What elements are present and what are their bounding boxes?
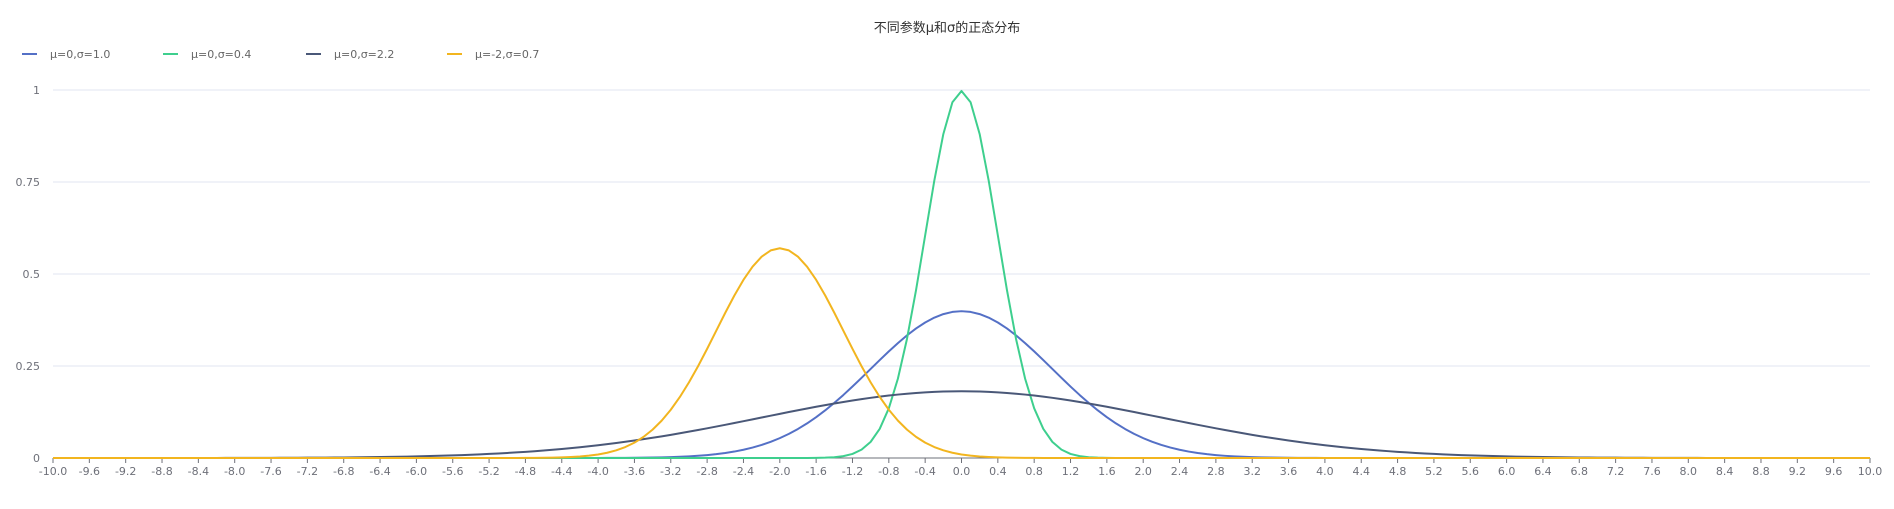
y-tick-label: 0.25 (16, 360, 41, 373)
x-tick-label: 8.8 (1752, 465, 1770, 478)
x-tick-label: -2.8 (696, 465, 717, 478)
x-tick-label: -2.0 (769, 465, 790, 478)
legend-item-1[interactable]: μ=0,σ=0.4 (163, 48, 251, 61)
x-tick-label: 6.0 (1498, 465, 1516, 478)
x-tick-label: 0.4 (989, 465, 1007, 478)
x-tick-label: 5.6 (1462, 465, 1480, 478)
legend-item-0[interactable]: μ=0,σ=1.0 (22, 48, 110, 61)
y-tick-label: 0.75 (16, 176, 41, 189)
chart-title: 不同参数μ和σ的正态分布 (874, 20, 1021, 36)
series-line-2 (53, 390, 1870, 459)
x-tick-label: 1.6 (1098, 465, 1116, 478)
x-tick-label: -3.6 (624, 465, 645, 478)
x-tick-label: -9.6 (79, 465, 100, 478)
series-line-0 (53, 310, 1870, 459)
x-tick-label: -0.8 (878, 465, 899, 478)
x-tick-label: 4.8 (1389, 465, 1407, 478)
x-tick-label: -6.4 (369, 465, 390, 478)
x-tick-label: 7.6 (1643, 465, 1661, 478)
x-tick-label: 6.8 (1571, 465, 1589, 478)
x-tick-label: -4.0 (587, 465, 608, 478)
x-tick-label: 1.2 (1062, 465, 1080, 478)
x-tick-label: -1.2 (842, 465, 863, 478)
y-axis-ticks: 0 0.25 0.5 0.75 1 (16, 84, 41, 465)
x-tick-label: 4.4 (1352, 465, 1370, 478)
x-tick-label: -6.8 (333, 465, 354, 478)
x-tick-label: 0.8 (1025, 465, 1043, 478)
x-tick-label: 0.0 (953, 465, 971, 478)
x-tick-label: -10.0 (39, 465, 67, 478)
x-tick-label: -4.4 (551, 465, 572, 478)
y-tick-label: 1 (33, 84, 40, 97)
x-axis-ticks: -10.0 -9.6 -9.2 -8.8 -8.4 -8.0 -7.6 -7.2 -6.8 -6.… (39, 458, 1882, 478)
x-tick-label: 3.2 (1243, 465, 1261, 478)
legend-item-2[interactable]: μ=0,σ=2.2 (306, 48, 394, 61)
legend-label: μ=0,σ=2.2 (334, 48, 394, 61)
x-tick-label: 4.0 (1316, 465, 1334, 478)
x-tick-label: 3.6 (1280, 465, 1298, 478)
x-tick-label: 7.2 (1607, 465, 1625, 478)
x-tick-label: 9.2 (1789, 465, 1807, 478)
x-tick-label: -2.4 (733, 465, 754, 478)
x-tick-label: -9.2 (115, 465, 136, 478)
x-tick-label: -4.8 (515, 465, 536, 478)
x-tick-label: -5.6 (442, 465, 463, 478)
x-tick-label: 9.6 (1825, 465, 1843, 478)
x-tick-label: -7.2 (297, 465, 318, 478)
x-tick-label: -6.0 (406, 465, 427, 478)
x-tick-label: -8.8 (151, 465, 172, 478)
x-tick-label: 5.2 (1425, 465, 1443, 478)
legend-label: μ=-2,σ=0.7 (475, 48, 539, 61)
series-layer (53, 89, 1870, 459)
x-tick-label: -7.6 (260, 465, 281, 478)
x-tick-label: 6.4 (1534, 465, 1552, 478)
y-tick-label: 0.5 (23, 268, 41, 281)
series-line-3 (53, 247, 1870, 459)
x-tick-label: -1.6 (805, 465, 826, 478)
x-tick-label: -3.2 (660, 465, 681, 478)
legend-label: μ=0,σ=1.0 (50, 48, 110, 61)
legend[interactable]: μ=0,σ=1.0 μ=0,σ=0.4 μ=0,σ=2.2 μ=-2,σ=0.7 (22, 48, 539, 61)
x-tick-label: -0.4 (914, 465, 935, 478)
x-tick-label: 2.8 (1207, 465, 1225, 478)
x-tick-label: 8.0 (1680, 465, 1698, 478)
y-tick-label: 0 (33, 452, 40, 465)
x-tick-label: 2.0 (1134, 465, 1152, 478)
legend-item-3[interactable]: μ=-2,σ=0.7 (447, 48, 539, 61)
x-tick-label: -5.2 (478, 465, 499, 478)
x-tick-label: 10.0 (1858, 465, 1883, 478)
x-tick-label: 2.4 (1171, 465, 1189, 478)
x-tick-label: -8.4 (188, 465, 209, 478)
legend-label: μ=0,σ=0.4 (191, 48, 251, 61)
grid (53, 89, 1870, 367)
x-tick-label: 8.4 (1716, 465, 1734, 478)
x-tick-label: -8.0 (224, 465, 245, 478)
